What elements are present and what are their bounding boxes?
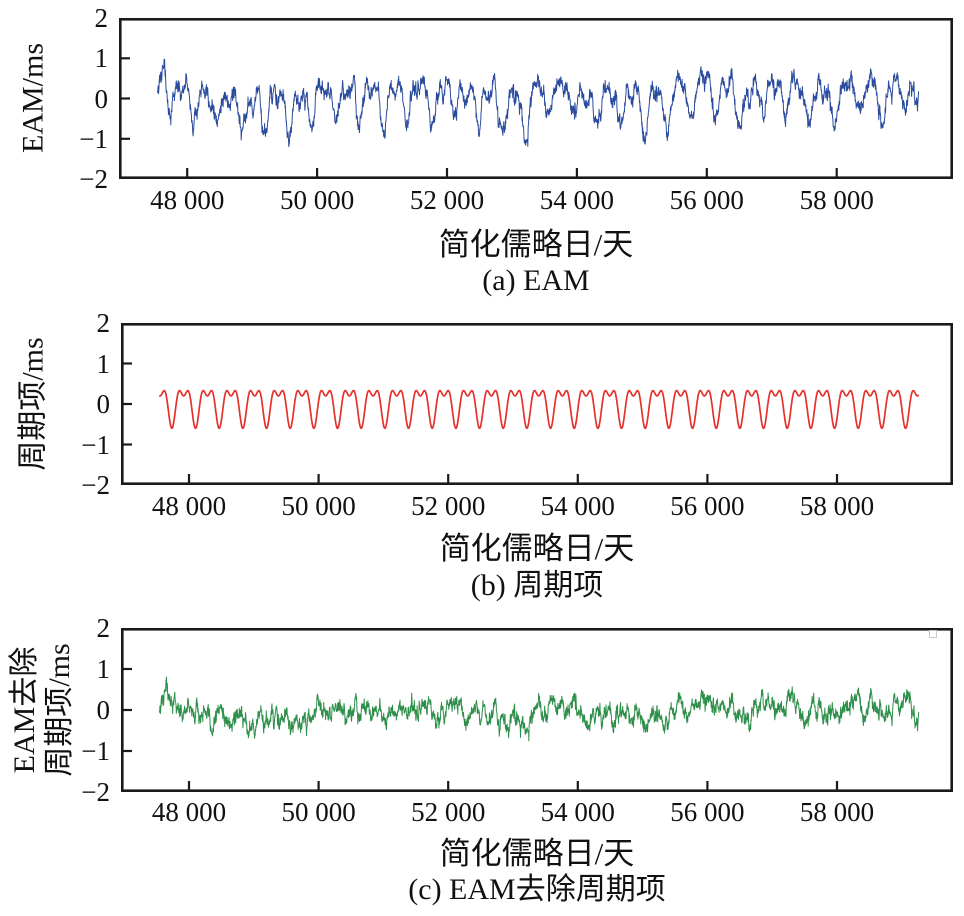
y-axis-label-line: EAM去除	[8, 646, 41, 774]
y-axis-label-line: 周期项/ms	[43, 643, 76, 777]
axes-frame	[121, 323, 953, 485]
y-tick-label: 0	[96, 389, 111, 419]
x-tick-label: 58 000	[799, 491, 875, 521]
y-axis-label: EAM去除 周期项/ms	[7, 643, 77, 776]
x-tick-label: 52 000	[411, 491, 486, 521]
x-tick-label: 54 000	[539, 185, 615, 215]
subplot-caption: (c) EAM去除周期项	[408, 873, 666, 906]
x-tick-labels: 48 000 50 000 52 000 54 000 56 000 58 000	[121, 489, 953, 523]
x-tick-label: 54 000	[540, 797, 615, 827]
y-tick-label: −2	[81, 470, 110, 500]
y-tick-label: 2	[96, 308, 111, 338]
axes-frame	[119, 18, 953, 179]
y-tick-label: 1	[94, 43, 109, 74]
subplot-caption: (a) EAM	[482, 264, 590, 297]
residual-series-line	[158, 676, 920, 742]
subplot-caption: (b) 周期项	[470, 569, 604, 602]
axes-frame	[121, 628, 953, 792]
x-tick-label: 50 000	[281, 797, 356, 827]
x-tick-label: 56 000	[669, 185, 744, 215]
x-tick-label: 56 000	[670, 491, 745, 521]
y-axis-label-line: 周期项/ms	[16, 337, 50, 471]
x-axis-label: 简化儒略日/天	[438, 227, 634, 262]
x-axis-label: 简化儒略日/天	[439, 531, 635, 566]
plot-area	[121, 628, 953, 792]
y-axis-label-line: EAM/ms	[16, 42, 50, 154]
y-tick-label: 0	[96, 695, 111, 725]
y-tick-label: 2	[94, 3, 109, 33]
x-tick-label: 58 000	[799, 185, 874, 215]
y-axis-label: EAM/ms	[16, 43, 51, 153]
y-tick-label: 1	[96, 348, 111, 379]
plot-area	[121, 323, 953, 485]
x-tick-label: 56 000	[670, 797, 745, 827]
x-tick-label: 50 000	[279, 185, 355, 215]
x-tick-label: 50 000	[281, 491, 356, 521]
x-tick-label: 48 000	[150, 185, 225, 215]
periodic-term-line	[158, 389, 920, 430]
y-tick-label: 2	[96, 613, 111, 643]
x-tick-labels: 48 000 50 000 52 000 54 000 56 000 58 000	[121, 795, 953, 829]
x-tick-label: 48 000	[151, 491, 227, 521]
y-tick-label: −1	[79, 123, 108, 154]
plot-area	[119, 18, 953, 179]
y-tick-label: −2	[79, 164, 108, 194]
x-tick-label: 54 000	[540, 491, 615, 521]
x-tick-label: 58 000	[799, 797, 875, 827]
x-tick-labels: 48 000 50 000 52 000 54 000 56 000 58 000	[119, 183, 953, 217]
y-tick-label: 0	[94, 83, 109, 114]
x-tick-label: 48 000	[151, 797, 227, 827]
empty-legend-box	[929, 630, 937, 638]
y-tick-label: −2	[81, 777, 110, 807]
eam-series-line	[156, 58, 920, 148]
y-tick-label: −1	[81, 429, 110, 460]
y-tick-label: 1	[96, 654, 111, 684]
y-tick-label: −1	[81, 736, 110, 766]
y-axis-label: 周期项/ms	[16, 337, 51, 470]
x-tick-label: 52 000	[409, 185, 485, 215]
x-axis-label: 简化儒略日/天	[439, 836, 635, 871]
x-tick-label: 52 000	[411, 797, 486, 827]
